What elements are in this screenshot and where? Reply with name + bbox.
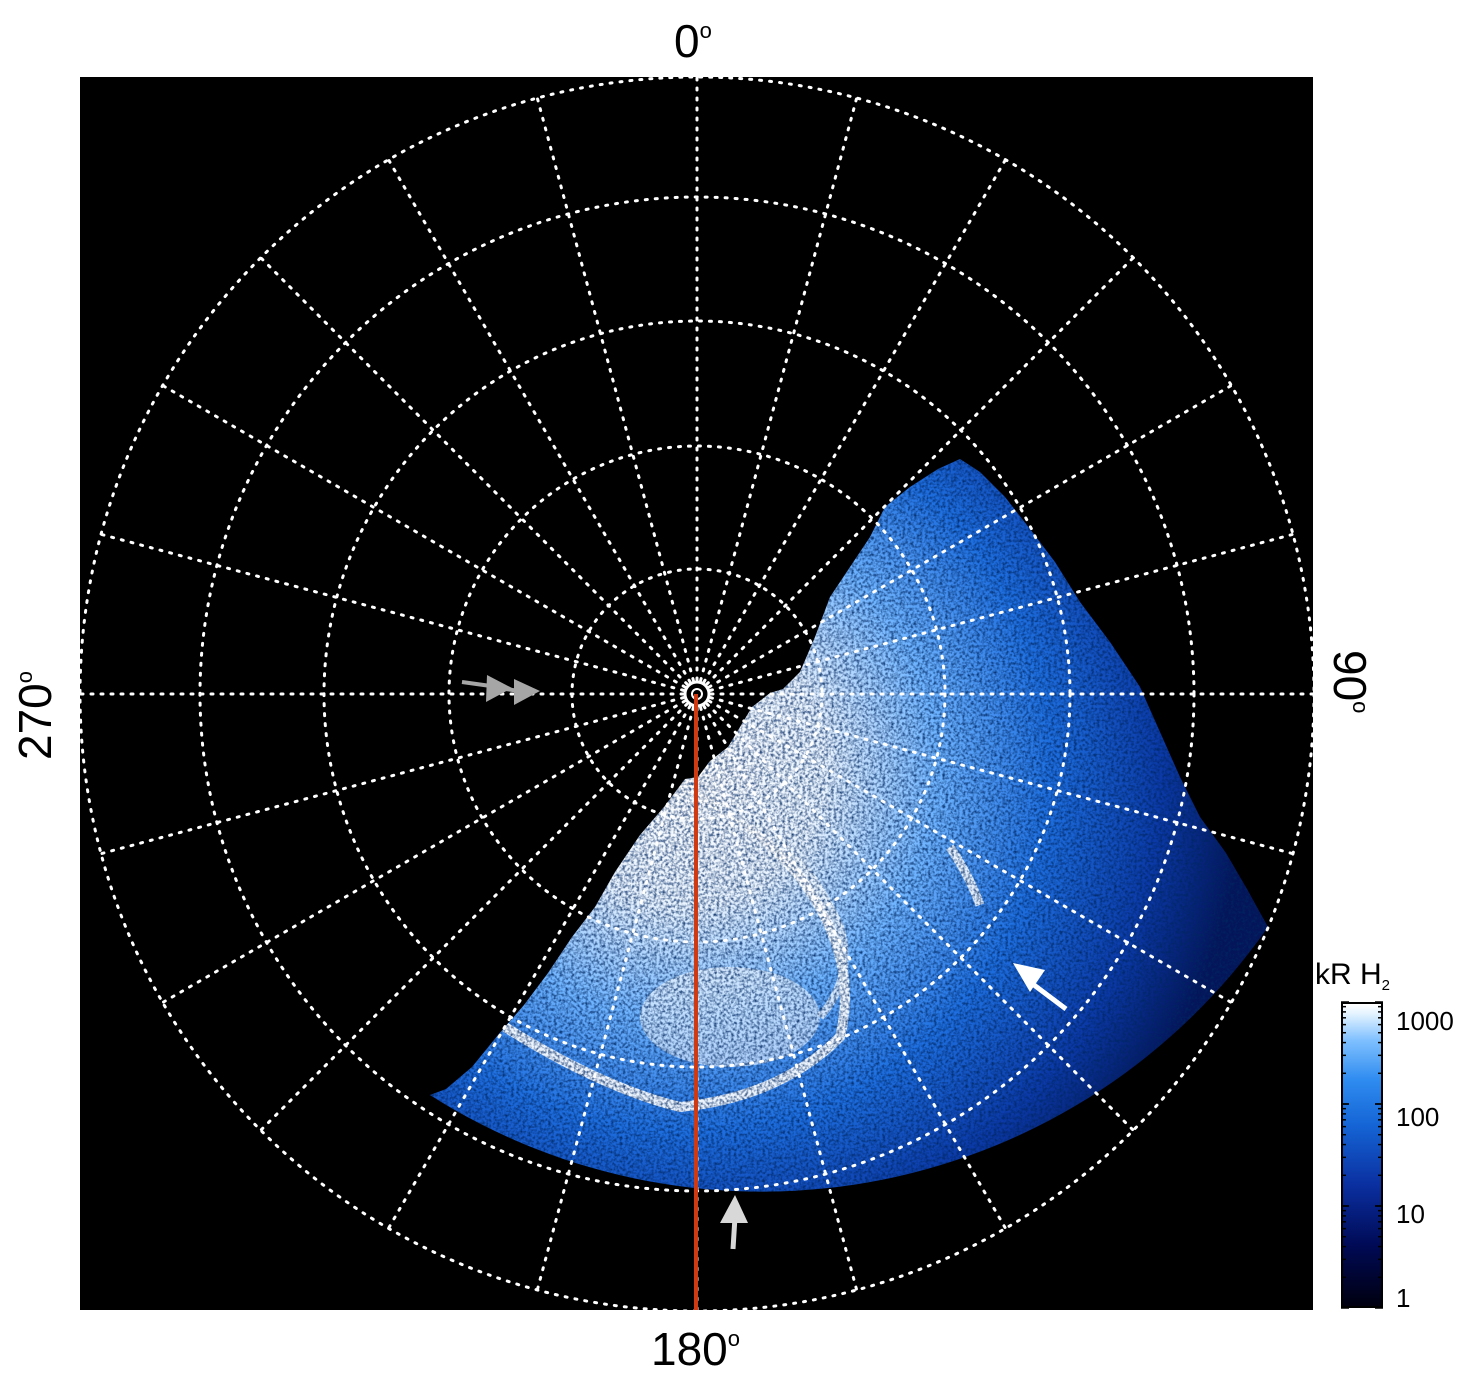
colorbar-tick-100: 100 xyxy=(1396,1102,1440,1132)
label-180-deg: 180o xyxy=(651,1323,740,1375)
grid-meridian xyxy=(705,702,1135,1132)
colorbar-tick-10: 10 xyxy=(1396,1199,1425,1229)
colorbar xyxy=(1341,1002,1383,1308)
grid-meridian xyxy=(707,699,1233,1004)
grid-meridian xyxy=(259,702,689,1132)
grid-meridian xyxy=(707,384,1233,689)
colorbar-tick-marks xyxy=(1341,1001,1383,1309)
grid-meridian xyxy=(709,696,1295,856)
gray-arrow-bottom xyxy=(720,1195,748,1250)
label-0-deg: 0o xyxy=(674,15,712,67)
white-arrow-right xyxy=(1013,963,1068,1011)
grid-meridian xyxy=(699,96,859,682)
gray-arrow-left xyxy=(461,675,540,705)
grid-meridian xyxy=(535,706,695,1292)
grid-meridian xyxy=(387,158,692,684)
grid-meridian xyxy=(99,532,685,692)
grid-meridian xyxy=(387,704,692,1230)
grid-meridian xyxy=(699,706,859,1292)
grid-meridian xyxy=(259,256,689,686)
grid-meridian xyxy=(99,696,685,856)
grid-meridian xyxy=(702,158,1007,684)
colorbar-tick-1000: 1000 xyxy=(1396,1006,1454,1036)
label-90-deg: 90o xyxy=(1324,650,1376,714)
grid-meridian xyxy=(705,256,1135,686)
grid-meridian xyxy=(702,704,1007,1230)
colorbar-tick-1: 1 xyxy=(1396,1283,1411,1313)
label-270-deg: 270o xyxy=(9,671,61,760)
grid-meridian xyxy=(161,384,687,689)
grid-meridian xyxy=(535,96,695,682)
colorbar-title: kR H2 xyxy=(1315,958,1391,994)
grid-meridian xyxy=(709,532,1295,692)
polar-auroral-image xyxy=(80,77,1313,1310)
grid-meridian xyxy=(161,699,687,1004)
